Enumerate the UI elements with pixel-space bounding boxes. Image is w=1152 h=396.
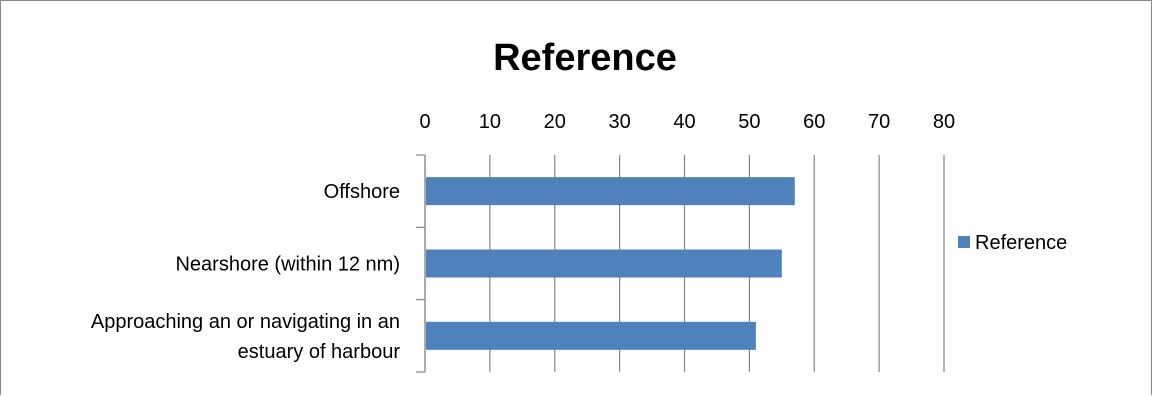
category-labels: Offshore Nearshore (within 12 nm) Approach… (91, 181, 400, 363)
x-tick-label: 70 (868, 111, 890, 133)
category-label: Offshore (324, 181, 400, 203)
bar (426, 249, 782, 278)
x-tick-label: 20 (544, 111, 566, 133)
legend-label: Reference (975, 232, 1067, 254)
chart-title: Reference (493, 37, 677, 79)
bar (426, 177, 795, 206)
x-tick-label: 40 (673, 111, 695, 133)
bar (426, 321, 756, 350)
legend-swatch (958, 236, 970, 248)
bars (426, 177, 795, 350)
x-tick-label: 60 (803, 111, 825, 133)
category-label: Nearshore (within 12 nm) (175, 254, 400, 276)
x-axis-ticks: 0 10 20 30 40 50 60 70 80 (419, 111, 955, 133)
x-tick-label: 30 (609, 111, 631, 133)
legend: Reference (958, 232, 1067, 254)
x-tick-label: 50 (738, 111, 760, 133)
x-tick-label: 0 (419, 111, 430, 133)
category-label: Approaching an or navigating in an estuar… (91, 311, 400, 363)
x-tick-label: 10 (479, 111, 501, 133)
x-tick-label: 80 (933, 111, 955, 133)
